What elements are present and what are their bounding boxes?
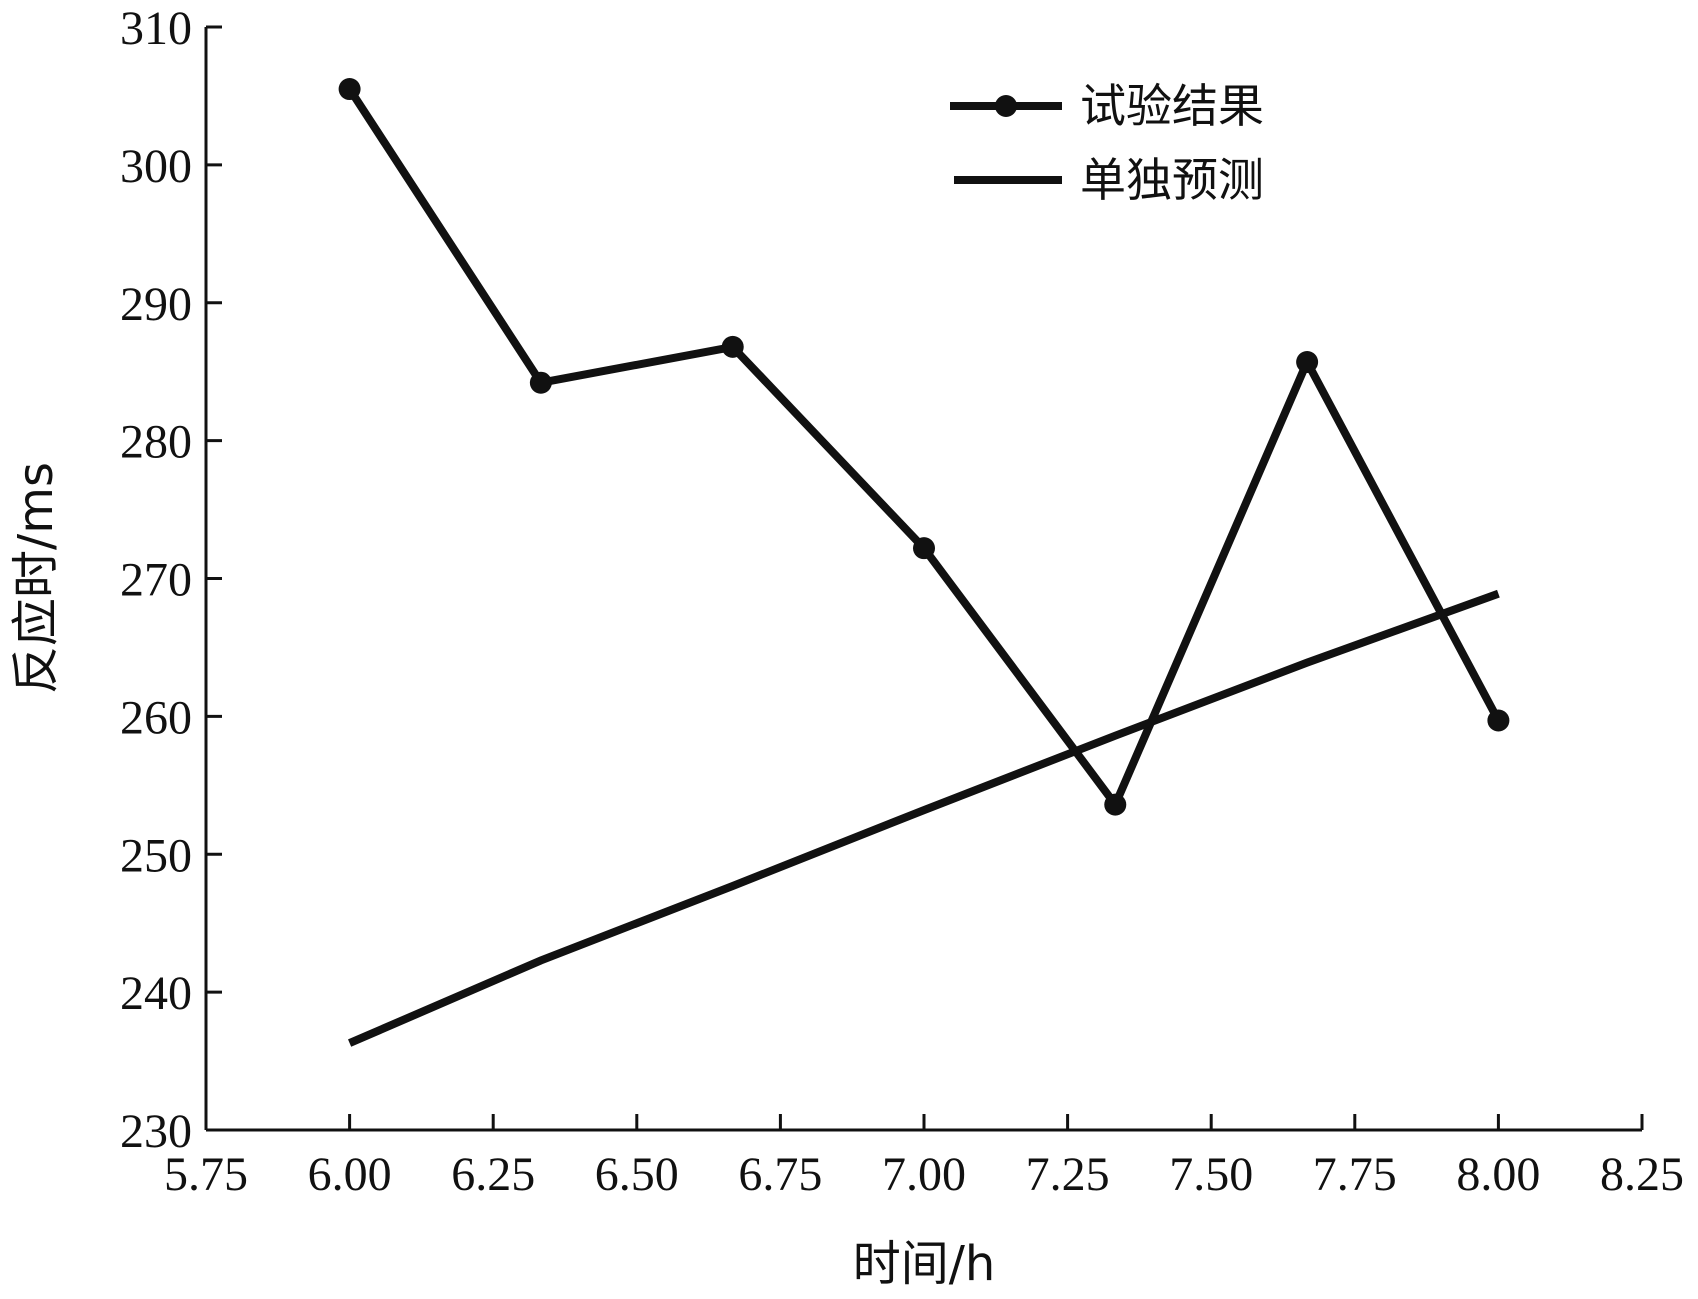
data-point [338, 78, 361, 101]
data-point [529, 371, 552, 394]
x-tick-label: 6.75 [738, 1148, 822, 1201]
y-tick-label: 230 [120, 1105, 192, 1158]
y-tick-label: 260 [120, 691, 192, 744]
x-axis-title: 时间/h [853, 1236, 996, 1292]
data-point [721, 335, 744, 358]
x-tick-label: 7.50 [1169, 1148, 1253, 1201]
x-tick-label: 8.00 [1456, 1148, 1540, 1201]
data-point [1104, 793, 1127, 816]
y-tick-label: 290 [120, 278, 192, 331]
x-tick-label: 7.00 [882, 1148, 966, 1201]
series-line-1 [348, 589, 1500, 1047]
data-point [1296, 351, 1319, 374]
series-line-0 [346, 86, 1502, 813]
y-tick-label: 240 [120, 967, 192, 1020]
x-tick-label: 6.50 [595, 1148, 679, 1201]
x-tick-label: 6.00 [308, 1148, 392, 1201]
x-tick-label: 6.25 [451, 1148, 535, 1201]
data-point [1487, 709, 1510, 732]
x-tick-label: 8.25 [1600, 1148, 1684, 1201]
y-ticks: 230 240 250 260 270 280 290 300 310 [120, 2, 222, 1158]
y-tick-label: 280 [120, 416, 192, 469]
x-tick-label: 5.75 [164, 1148, 248, 1201]
x-ticks: 5.75 6.00 6.25 6.50 6.75 7.00 7.25 7.50 7.75 8.00… [164, 1114, 1684, 1201]
x-tick-label: 7.75 [1313, 1148, 1397, 1201]
legend: 试验结果 单独预测 [950, 79, 1264, 207]
series-layer [338, 78, 1510, 1047]
legend-label-experiment: 试验结果 [1080, 79, 1264, 133]
y-tick-label: 300 [120, 140, 192, 193]
plot-area: 230 240 250 260 270 280 290 300 310 5.75 6.00 6.25… [120, 2, 1684, 1201]
legend-label-prediction: 单独预测 [1080, 153, 1264, 207]
data-point [913, 537, 935, 560]
y-axis-title: 反应时/ms [8, 462, 64, 694]
y-tick-label: 270 [120, 554, 192, 607]
x-tick-label: 7.25 [1026, 1148, 1110, 1201]
y-tick-label: 250 [120, 829, 192, 882]
y-tick-label: 310 [120, 2, 192, 55]
legend-marker-experiment [995, 95, 1017, 117]
